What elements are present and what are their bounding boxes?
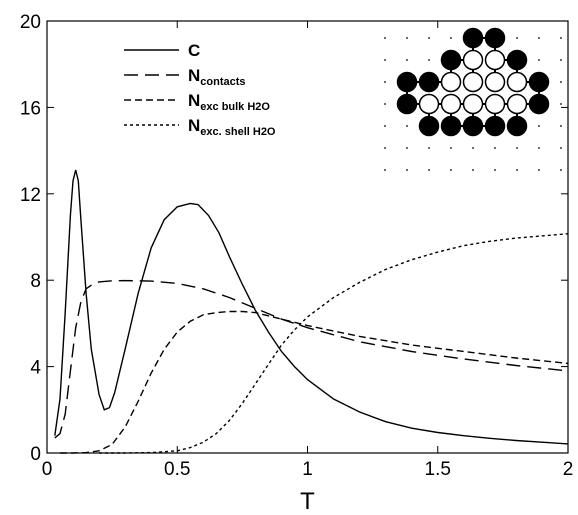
polar-residue [462, 49, 484, 71]
lattice-inset [384, 27, 562, 171]
y-tick-label: 0 [30, 444, 41, 465]
polar-residue [484, 71, 506, 93]
lattice-site [384, 37, 386, 39]
legend-label-2: Nexc bulk H2O [188, 91, 270, 113]
polar-residue [462, 93, 484, 115]
lattice-site [560, 125, 562, 127]
lattice-site [516, 147, 518, 149]
hydrophobic-residue [440, 115, 462, 137]
x-tick-label: 1.5 [425, 459, 451, 480]
legend-label-1: Ncontacts [188, 66, 246, 88]
lattice-site [560, 169, 562, 171]
series-line-3 [99, 233, 569, 454]
x-tick-label: 0 [42, 459, 53, 480]
y-tick-label: 20 [20, 12, 41, 33]
hydrophobic-residue [396, 71, 418, 93]
lattice-site [450, 169, 452, 171]
lattice-site [450, 37, 452, 39]
lattice-site [538, 125, 540, 127]
lattice-site [560, 103, 562, 105]
lattice-site [560, 147, 562, 149]
hydrophobic-residue [418, 71, 440, 93]
series-line-2 [60, 310, 569, 454]
y-tick-label: 16 [20, 98, 41, 119]
polar-residue [440, 71, 462, 93]
hydrophobic-residue [506, 115, 528, 137]
lattice-site [560, 81, 562, 83]
hydrophobic-residue [418, 115, 440, 137]
series-line-0 [54, 169, 569, 445]
y-tick-label: 4 [30, 358, 41, 379]
polar-residue [484, 93, 506, 115]
lattice-site [406, 59, 408, 61]
x-axis-title: T [300, 488, 315, 515]
lattice-site [494, 169, 496, 171]
lattice-site [494, 147, 496, 149]
x-tick-label: 2 [563, 459, 574, 480]
hydrophobic-residue [506, 49, 528, 71]
series-lines [54, 169, 569, 454]
lattice-site [560, 37, 562, 39]
lattice-site [384, 81, 386, 83]
lattice-site [406, 125, 408, 127]
lattice-site [384, 169, 386, 171]
lattice-site [428, 37, 430, 39]
x-tick-label: 0.5 [164, 459, 190, 480]
polar-residue [484, 49, 506, 71]
hydrophobic-residue [484, 27, 506, 49]
hydrophobic-residue [484, 115, 506, 137]
lattice-site [406, 147, 408, 149]
hydrophobic-residue [462, 27, 484, 49]
lattice-site [538, 37, 540, 39]
y-tick-label: 12 [20, 185, 41, 206]
lattice-site [384, 147, 386, 149]
legend-label-3: Nexc. shell H2O [188, 116, 276, 138]
polar-residue [506, 93, 528, 115]
lattice-site [560, 59, 562, 61]
lattice-site [428, 147, 430, 149]
lattice-site [384, 59, 386, 61]
polar-residue [440, 93, 462, 115]
lattice-site [516, 37, 518, 39]
lattice-site [384, 125, 386, 127]
polar-residue [506, 71, 528, 93]
lattice-site [472, 169, 474, 171]
lattice-site [538, 169, 540, 171]
lattice-site [428, 169, 430, 171]
hydrophobic-residue [462, 115, 484, 137]
series-line-1 [54, 279, 569, 439]
lattice-site [472, 147, 474, 149]
x-tick-label: 1 [302, 459, 313, 480]
lattice-site [538, 147, 540, 149]
lattice-site [450, 147, 452, 149]
lattice-site [428, 59, 430, 61]
hydrophobic-residue [528, 71, 550, 93]
lattice-site [384, 103, 386, 105]
polar-residue [462, 71, 484, 93]
lattice-site [406, 37, 408, 39]
hydrophobic-residue [396, 93, 418, 115]
y-tick-label: 8 [30, 271, 41, 292]
lattice-site [406, 169, 408, 171]
hydrophobic-residue [528, 93, 550, 115]
polar-residue [418, 93, 440, 115]
legend: C Ncontacts Nexc bulk H2O Nexc. shell H2O [124, 41, 276, 138]
hydrophobic-residue [440, 49, 462, 71]
legend-label-0: C [188, 41, 200, 60]
lattice-site [538, 59, 540, 61]
lattice-site [516, 169, 518, 171]
